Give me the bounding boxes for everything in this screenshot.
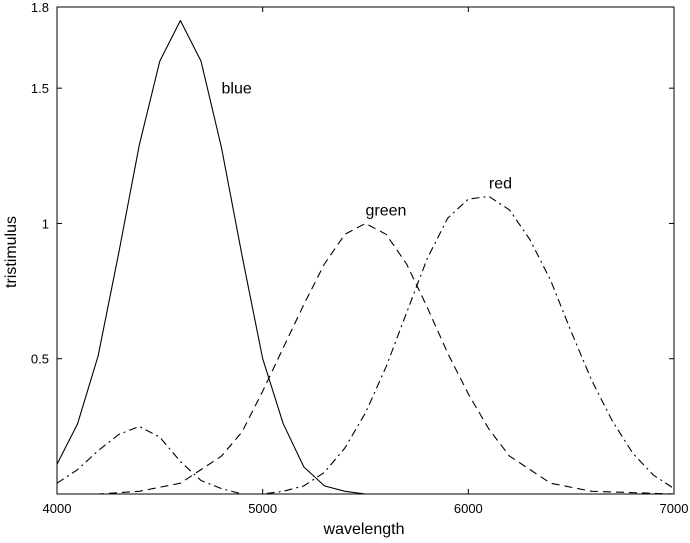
y-tick-label: 1.5 [31,81,49,96]
x-tick-label: 5000 [248,501,277,516]
series-line-green [57,222,675,495]
x-tick-label: 7000 [660,501,689,516]
x-axis-label: wavelength [323,521,405,538]
series-annotation-blue: blue [222,81,252,98]
plot-frame [56,6,675,495]
x-tick-label: 4000 [43,501,72,516]
y-tick-label: 1 [42,216,49,231]
x-tick-label: 6000 [454,501,483,516]
series-annotation-red: red [489,175,512,192]
y-tick-label: 1.8 [31,0,49,15]
y-tick-label: 0.5 [31,352,49,367]
y-axis-label: tristimulus [3,216,20,288]
series-line-red [56,195,675,495]
series-line-blue [56,19,674,495]
series-annotation-green: green [366,202,407,219]
